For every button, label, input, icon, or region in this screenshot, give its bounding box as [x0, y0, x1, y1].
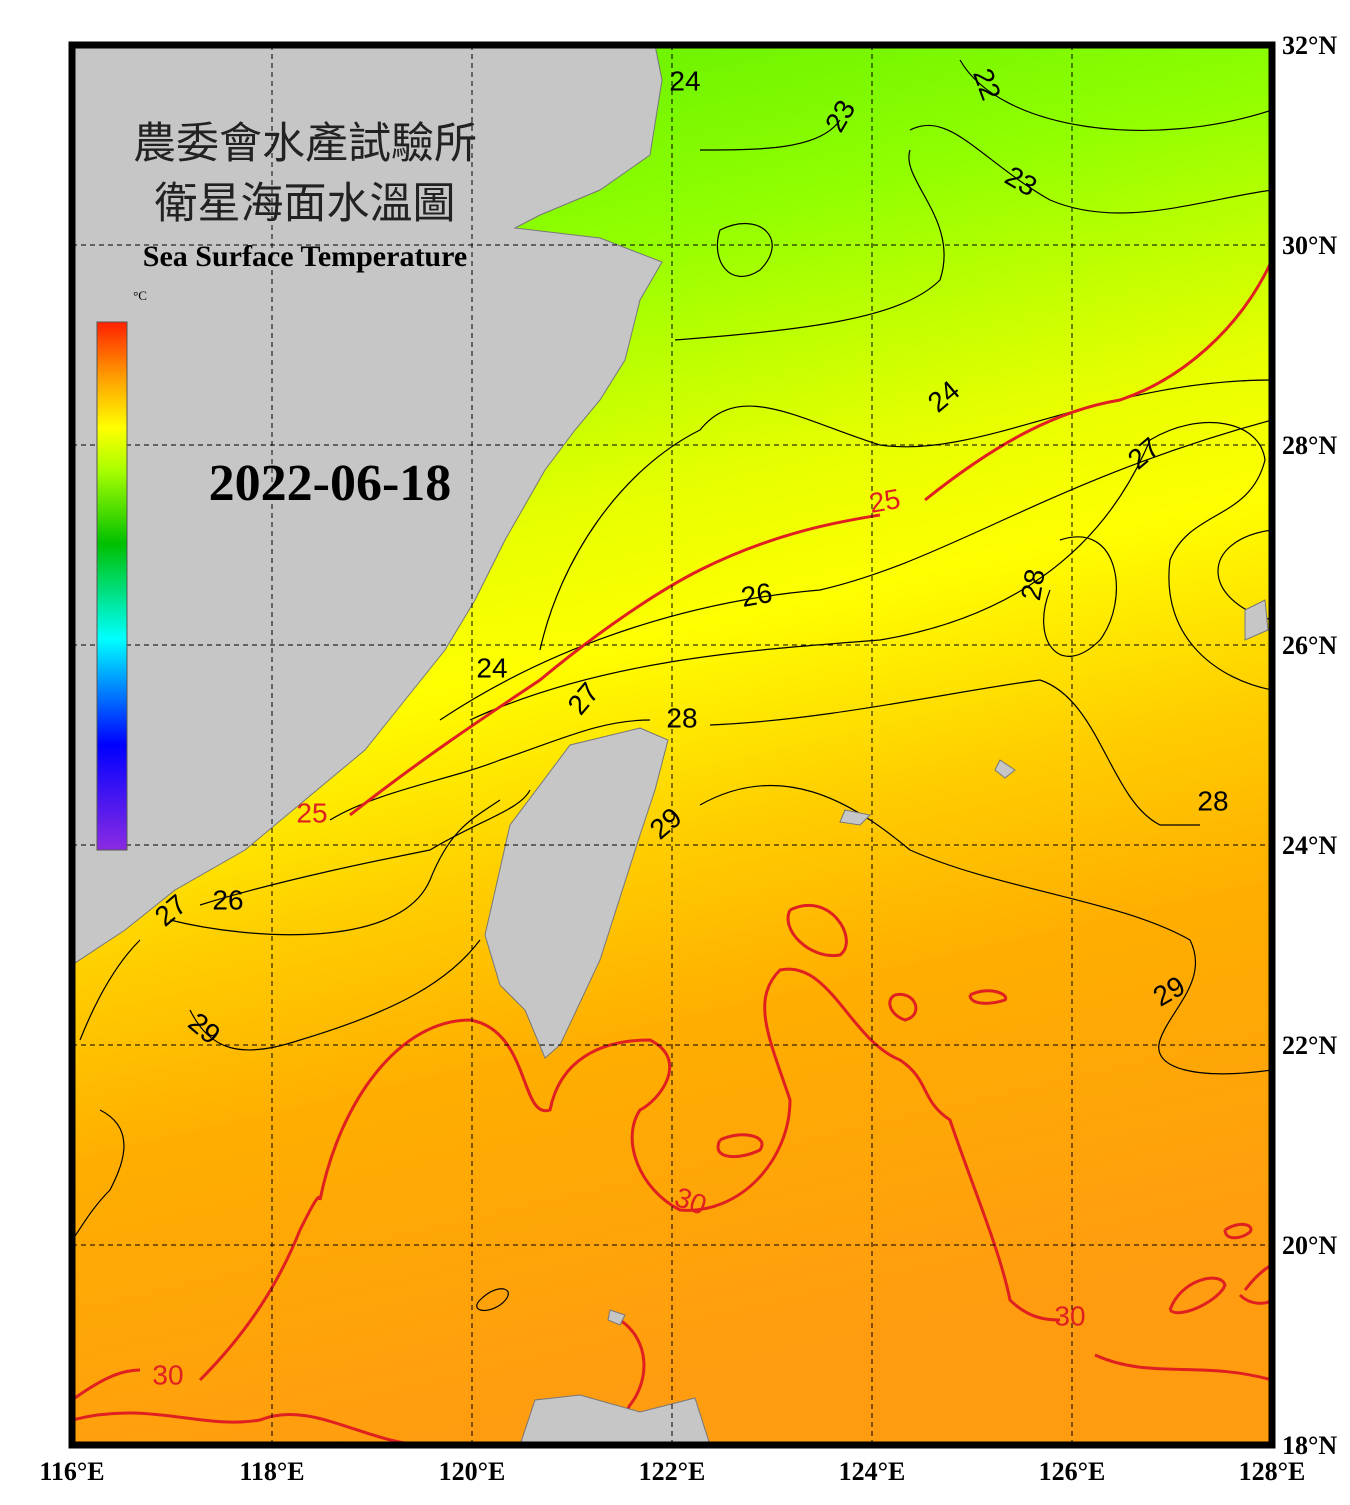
contour-line: [72, 1411, 421, 1445]
contour-line: [786, 903, 848, 957]
y-tick-label: 24°N: [1282, 831, 1337, 860]
x-tick-label: 124°E: [839, 1457, 906, 1486]
y-tick-label: 28°N: [1282, 431, 1337, 460]
date: 2022-06-18: [209, 455, 452, 512]
contour-line: [476, 1288, 509, 1312]
contour-label: 26: [212, 884, 243, 915]
y-tick-label: 20°N: [1282, 1231, 1337, 1260]
contour-label: 26: [739, 577, 775, 613]
taiwan: [484, 727, 669, 1059]
contour-line: [199, 789, 531, 906]
map-frame: [68, 41, 1276, 1449]
contour-line: [709, 679, 1200, 826]
contour-line: [72, 1109, 125, 1241]
contour-line: [79, 939, 481, 1051]
island: [994, 759, 1016, 779]
contour-line: [1043, 536, 1117, 657]
axis-labels: 116°E 118°E 120°E 122°E 124°E 126°E 128°E18°N 2…: [39, 31, 1337, 1486]
contour-line: [329, 719, 651, 821]
y-tick-label: 32°N: [1282, 31, 1337, 60]
mainland-china: [72, 45, 663, 966]
island: [607, 1309, 626, 1326]
y-tick-label: 26°N: [1282, 631, 1337, 660]
contour-line: [716, 1133, 764, 1159]
luzon: [519, 1394, 711, 1445]
contour-label: 30: [152, 1359, 183, 1390]
contour-line: [968, 989, 1008, 1005]
contour-label: 24: [669, 65, 700, 96]
grid: [72, 45, 1272, 1445]
x-tick-label: 128°E: [1239, 1457, 1306, 1486]
contour-line: [439, 419, 1272, 721]
contour-line: [1094, 1353, 1272, 1382]
x-tick-label: 122°E: [639, 1457, 706, 1486]
title-en: Sea Surface Temperature: [143, 240, 467, 273]
contour-line: [169, 799, 501, 936]
contour-line: [699, 119, 1272, 214]
contour-line: [674, 149, 945, 341]
colorbar-unit: °C: [133, 288, 147, 303]
x-tick-label: 126°E: [1039, 1457, 1106, 1486]
title-zh-2: 衛星海面水溫圖: [155, 181, 456, 228]
y-tick-label: 18°N: [1282, 1431, 1337, 1460]
contour-line: [959, 59, 1272, 131]
colorbar-scale: [96, 321, 128, 851]
contour-line: [699, 784, 1272, 1075]
y-tick-label: 30°N: [1282, 231, 1337, 260]
x-tick-label: 120°E: [439, 1457, 506, 1486]
contour-line: [469, 421, 1272, 721]
contour-label: 25: [296, 797, 327, 828]
x-tick-label: 116°E: [39, 1457, 104, 1486]
contour-line: [1223, 1222, 1253, 1240]
contour-label: 25: [867, 483, 903, 519]
contour-label: 30: [1054, 1300, 1085, 1331]
contour-line: [72, 1196, 322, 1402]
title-block: 農委會水產試驗所 衛星海面水溫圖 Sea Surface Temperature…: [133, 120, 477, 512]
contour-label: 28: [666, 702, 697, 733]
title-zh-1: 農委會水產試驗所: [133, 120, 477, 168]
contour-line: [888, 992, 918, 1022]
contours: [72, 59, 1272, 1312]
contour-label: 28: [1015, 567, 1051, 603]
contour-line: [349, 259, 1272, 817]
contour-label: 24: [476, 652, 507, 683]
contour-line: [716, 222, 773, 277]
y-tick-label: 22°N: [1282, 1031, 1337, 1060]
contour-line: [318, 967, 1061, 1322]
colorbar: [96, 321, 128, 851]
contour-line: [1168, 1276, 1227, 1315]
x-tick-label: 118°E: [239, 1457, 304, 1486]
island: [839, 809, 872, 826]
contour-label: 28: [1197, 785, 1228, 816]
island: [1244, 599, 1269, 641]
land: [72, 45, 1269, 1445]
